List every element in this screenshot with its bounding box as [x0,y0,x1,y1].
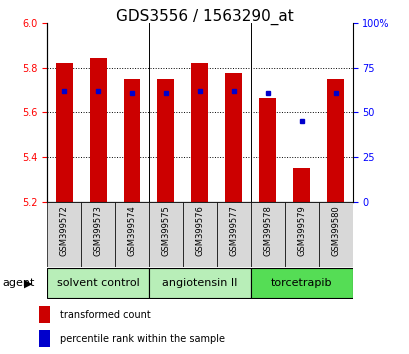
Bar [326,79,343,202]
Text: solvent control: solvent control [56,278,139,288]
Text: GSM399572: GSM399572 [59,205,68,256]
Bar [258,98,276,202]
Text: GSM399577: GSM399577 [229,205,238,256]
Text: GSM399579: GSM399579 [297,205,306,256]
Bar [39,330,50,347]
Bar [225,73,242,202]
FancyBboxPatch shape [318,202,352,267]
Bar [123,79,140,202]
Bar [157,79,174,202]
Text: GDS3556 / 1563290_at: GDS3556 / 1563290_at [116,9,293,25]
Text: angiotensin II: angiotensin II [162,278,237,288]
FancyBboxPatch shape [47,202,81,267]
Bar [292,168,310,202]
FancyBboxPatch shape [81,202,115,267]
FancyBboxPatch shape [284,202,318,267]
Text: GSM399580: GSM399580 [330,205,339,256]
FancyBboxPatch shape [250,268,352,298]
Text: GSM399574: GSM399574 [127,205,136,256]
FancyBboxPatch shape [182,202,216,267]
FancyBboxPatch shape [115,202,148,267]
FancyBboxPatch shape [250,202,284,267]
Text: torcetrapib: torcetrapib [270,278,332,288]
Bar [39,306,50,324]
Text: GSM399578: GSM399578 [263,205,272,256]
Text: GSM399575: GSM399575 [161,205,170,256]
Bar [89,58,106,202]
Bar [191,63,208,202]
FancyBboxPatch shape [148,202,182,267]
Text: GSM399576: GSM399576 [195,205,204,256]
Text: transformed count: transformed count [60,310,150,320]
FancyBboxPatch shape [148,268,250,298]
Text: percentile rank within the sample: percentile rank within the sample [60,334,224,344]
Bar [56,63,72,202]
Text: agent: agent [2,278,34,288]
FancyBboxPatch shape [216,202,250,267]
Text: ▶: ▶ [24,278,32,288]
Text: GSM399573: GSM399573 [93,205,102,256]
FancyBboxPatch shape [47,268,148,298]
